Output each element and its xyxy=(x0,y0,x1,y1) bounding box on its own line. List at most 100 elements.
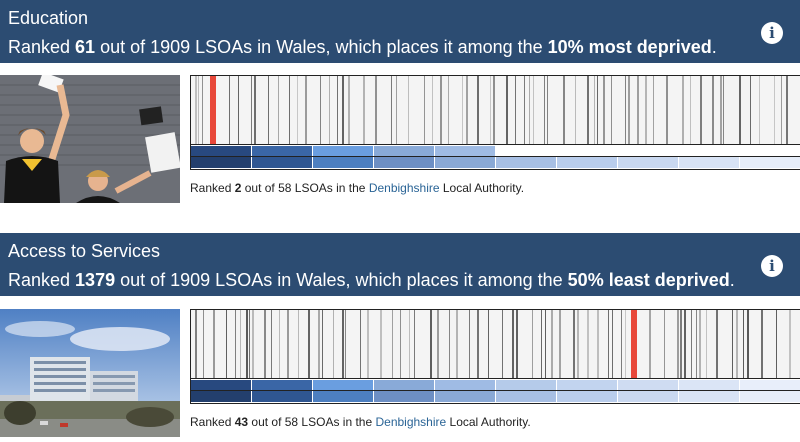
decile-cell xyxy=(496,379,557,403)
lsoa-mark xyxy=(587,310,589,378)
lsoa-mark xyxy=(532,310,533,378)
lsoa-mark xyxy=(268,76,269,144)
lsoa-mark xyxy=(611,76,612,144)
lsoa-mark xyxy=(516,310,518,378)
lsoa-mark xyxy=(226,310,227,378)
lsoa-mark xyxy=(254,76,256,144)
lsoa-mark xyxy=(490,76,491,144)
lsoa-mark xyxy=(363,76,365,144)
lsoa-mark xyxy=(677,310,679,378)
lsoa-mark xyxy=(732,310,733,378)
lsoa-mark xyxy=(628,76,630,144)
lsoa-mark xyxy=(637,76,639,144)
domain-header-education: Education Ranked 61 out of 1909 LSOAs in… xyxy=(0,0,800,63)
lsoa-mark xyxy=(625,310,626,378)
students-celebrating-photo xyxy=(0,75,180,203)
lsoa-mark xyxy=(320,76,321,144)
lsoa-mark xyxy=(666,76,668,144)
decile-cell xyxy=(374,145,435,169)
lsoa-mark xyxy=(774,76,775,144)
lsoa-mark xyxy=(776,310,777,378)
lsoa-mark xyxy=(559,310,561,378)
lsoa-mark xyxy=(278,76,279,144)
lsoa-mark xyxy=(544,76,545,144)
lsoa-mark xyxy=(252,310,254,378)
lsoa-mark xyxy=(337,76,338,144)
lsoa-mark xyxy=(739,76,741,144)
lsoa-mark xyxy=(308,310,310,378)
lsoa-mark xyxy=(781,76,782,144)
lsoa-mark xyxy=(409,310,410,378)
lsoa-mark xyxy=(424,76,425,144)
lsoa-mark xyxy=(360,310,361,378)
decile-cell xyxy=(191,379,252,403)
lsoa-mark xyxy=(575,76,576,144)
decile-cell xyxy=(740,379,800,403)
decile-band xyxy=(190,379,800,404)
lsoa-mark xyxy=(608,310,609,378)
decile-cell xyxy=(252,145,313,169)
lsoa-mark xyxy=(750,76,751,144)
local-authority-link[interactable]: Denbighshire xyxy=(375,415,447,429)
lsoa-mark xyxy=(699,310,701,378)
lsoa-mark xyxy=(488,310,489,378)
lsoa-mark xyxy=(462,76,463,144)
lsoa-mark xyxy=(318,310,320,378)
lsoa-mark xyxy=(251,76,252,144)
lsoa-mark xyxy=(367,310,369,378)
lsoa-mark xyxy=(477,310,479,378)
lsoa-mark xyxy=(240,310,241,378)
lsoa-mark xyxy=(449,310,450,378)
lsoa-mark xyxy=(203,310,204,378)
lsoa-mark xyxy=(271,310,272,378)
lsoa-mark xyxy=(264,310,266,378)
lsoa-mark xyxy=(202,76,203,144)
lsoa-mark xyxy=(238,76,239,144)
lsoa-mark xyxy=(345,310,346,378)
lsoa-mark xyxy=(625,76,626,144)
lsoa-mark xyxy=(594,76,595,144)
lsoa-mark xyxy=(529,76,530,144)
lsoa-mark xyxy=(466,76,468,144)
decile-cell xyxy=(740,145,800,169)
info-icon[interactable]: i xyxy=(761,255,783,277)
lsoa-mark xyxy=(524,76,525,144)
lsoa-mark xyxy=(747,310,749,378)
decile-cell xyxy=(618,145,679,169)
decile-cell xyxy=(313,379,374,403)
wales-rank-text: Ranked 1379 out of 1909 LSOAs in Wales, … xyxy=(8,270,735,290)
lsoa-mark xyxy=(597,310,599,378)
lsoa-mark xyxy=(348,76,350,144)
lsoa-mark xyxy=(547,76,548,144)
local-authority-link[interactable]: Denbighshire xyxy=(368,181,440,195)
lsoa-mark xyxy=(448,76,449,144)
lsoa-mark xyxy=(533,76,534,144)
lsoa-mark xyxy=(287,310,289,378)
decile-cell xyxy=(191,145,252,169)
lsoa-mark xyxy=(430,310,432,378)
lsoa-mark xyxy=(195,76,197,144)
decile-cell xyxy=(435,145,496,169)
lsoa-mark xyxy=(696,310,697,378)
lsoa-mark xyxy=(229,76,230,144)
lsoa-mark xyxy=(246,310,248,378)
selected-lsoa-mark xyxy=(210,76,216,144)
lsoa-mark xyxy=(512,310,514,378)
lsoa-mark xyxy=(603,76,605,144)
lsoa-mark xyxy=(621,310,622,378)
lsoa-mark xyxy=(743,310,744,378)
lsoa-mark xyxy=(645,76,647,144)
lsoa-mark xyxy=(432,76,433,144)
lsoa-mark xyxy=(716,310,718,378)
wales-rank-strip xyxy=(190,309,800,379)
lsoa-mark xyxy=(551,310,553,378)
lsoa-mark xyxy=(391,76,392,144)
lsoa-mark xyxy=(342,76,344,144)
decile-cell xyxy=(618,379,679,403)
info-icon[interactable]: i xyxy=(761,22,783,44)
lsoa-mark xyxy=(249,310,250,378)
decile-cell xyxy=(435,379,496,403)
lsoa-mark xyxy=(380,310,382,378)
selected-lsoa-mark xyxy=(631,310,637,378)
lsoa-mark xyxy=(333,310,334,378)
